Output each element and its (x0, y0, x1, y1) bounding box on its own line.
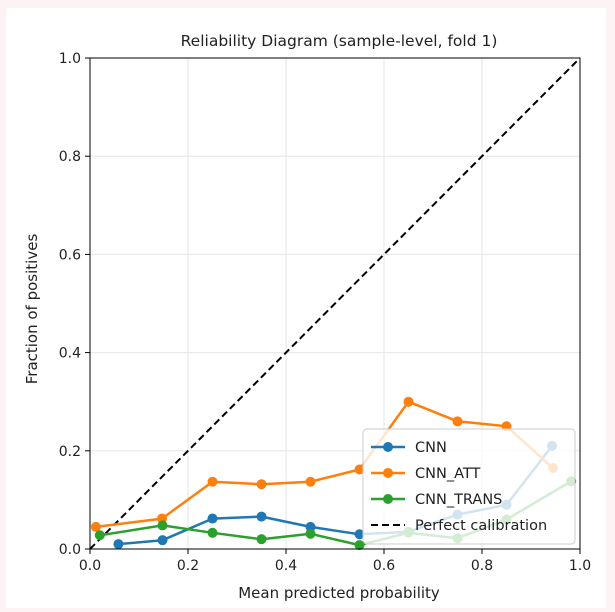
series-point-cnn-trans (305, 528, 316, 539)
reliability-diagram-figure: Reliability Diagram (sample-level, fold … (6, 8, 606, 608)
x-tick-label: 0.2 (177, 558, 199, 574)
y-axis-label: Fraction of positives (23, 234, 41, 385)
y-tick-label: 0.0 (59, 542, 81, 558)
y-tick-label: 0.4 (59, 346, 81, 362)
series-point-cnn-att (452, 416, 463, 427)
series-point-cnn (113, 539, 124, 550)
series-point-cnn-trans (354, 540, 365, 551)
y-tick-label: 0.6 (59, 247, 81, 263)
chart-title: Reliability Diagram (sample-level, fold … (181, 32, 498, 50)
y-tick-label: 0.8 (59, 149, 81, 165)
x-tick-label: 0.4 (275, 558, 297, 574)
series-point-cnn (305, 521, 316, 532)
x-tick-label: 1.0 (569, 558, 591, 574)
legend-marker-cnn (383, 442, 393, 452)
series-point-cnn-trans (207, 527, 218, 538)
axis-ticks: 0.0 0.2 0.4 0.6 0.8 1.0 0.0 0.2 0.4 0.6 0.8 1.0 (59, 51, 591, 574)
x-tick-label: 0.6 (373, 558, 395, 574)
legend-label-perfect-calibration: Perfect calibration (415, 518, 547, 534)
x-tick-label: 0.0 (79, 558, 101, 574)
x-tick-label: 0.8 (471, 558, 493, 574)
series-point-cnn-att (207, 476, 218, 487)
legend-marker-cnn-att (383, 468, 393, 478)
y-tick-label: 0.2 (59, 444, 81, 460)
legend-label-cnn-trans: CNN_TRANS (415, 492, 502, 508)
perfect-calibration-line (89, 57, 581, 550)
y-tick-label: 1.0 (59, 51, 81, 67)
series-point-cnn-att (403, 396, 414, 407)
legend-label-cnn-att: CNN_ATT (415, 466, 480, 482)
series-point-cnn (256, 511, 267, 522)
legend: CNN CNN_ATT CNN_TRANS Perfect calibration (362, 428, 576, 545)
series-point-cnn-att (354, 464, 365, 475)
series-line-cnn-att (95, 400, 554, 529)
reliability-diagram-chart: Reliability Diagram (sample-level, fold … (23, 32, 591, 602)
series-point-cnn-att (90, 521, 101, 532)
plot-frame (89, 57, 581, 550)
series-point-cnn-att (305, 476, 316, 487)
series-point-cnn-trans (256, 534, 267, 545)
legend-label-cnn: CNN (415, 440, 447, 456)
series-point-cnn-trans (94, 530, 105, 541)
series-point-cnn (157, 535, 168, 546)
legend-box (362, 428, 576, 545)
legend-marker-cnn-trans (383, 494, 393, 504)
series-point-cnn (354, 529, 365, 540)
series-point-cnn-att (256, 479, 267, 490)
series-point-cnn (207, 513, 218, 524)
x-axis-label: Mean predicted probability (238, 584, 440, 602)
series-point-cnn-trans (157, 520, 168, 531)
